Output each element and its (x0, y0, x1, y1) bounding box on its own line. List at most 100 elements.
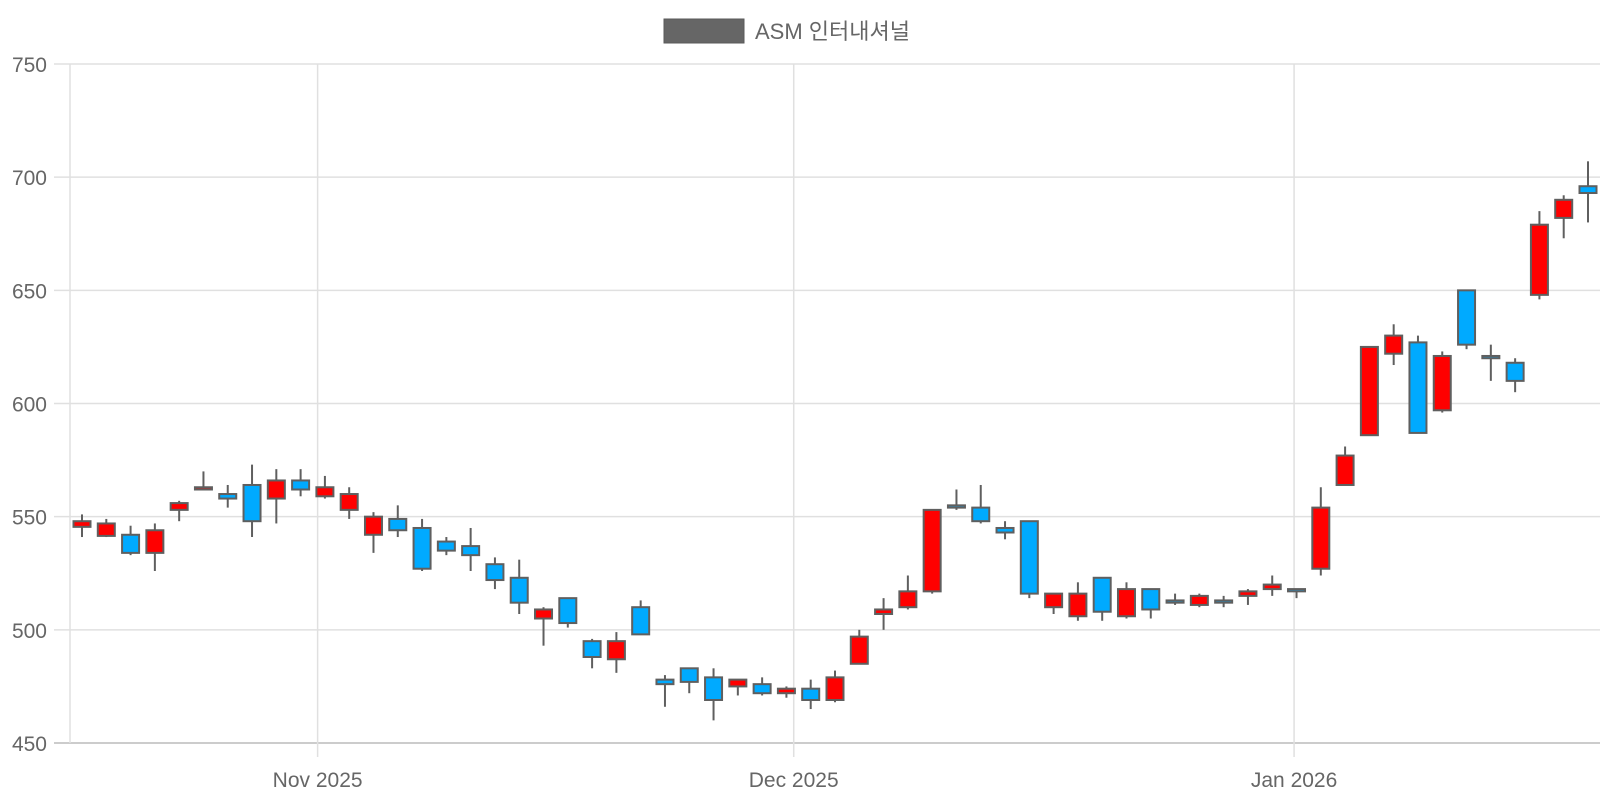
candle[interactable] (801, 679, 821, 710)
candle-body (193, 486, 213, 491)
candle[interactable] (363, 512, 383, 553)
candle-body (1408, 341, 1428, 434)
candle[interactable] (169, 500, 189, 522)
candle[interactable] (1214, 595, 1234, 608)
y-tick-label: 500 (12, 620, 47, 643)
candle[interactable] (776, 686, 796, 698)
candle[interactable] (1262, 575, 1282, 596)
candle[interactable] (461, 527, 481, 571)
candle[interactable] (631, 600, 651, 636)
candle[interactable] (339, 487, 359, 519)
candle[interactable] (412, 518, 432, 571)
candle-body (72, 520, 92, 528)
candle-body (849, 635, 869, 665)
candle[interactable] (558, 597, 578, 628)
candle[interactable] (1044, 592, 1064, 614)
candle-body (1068, 592, 1088, 618)
legend[interactable]: ASM 인터내셔널 (663, 18, 910, 44)
candle-body (1019, 520, 1039, 595)
candle[interactable] (1092, 576, 1112, 621)
candle[interactable] (1505, 358, 1525, 393)
candle[interactable] (388, 505, 408, 538)
candle-body (315, 486, 335, 498)
candle-body (1189, 594, 1209, 606)
candle[interactable] (655, 675, 675, 707)
legend-swatch[interactable] (663, 18, 745, 44)
candle-body (631, 606, 651, 636)
candle[interactable] (849, 629, 869, 665)
candle[interactable] (728, 678, 748, 696)
candle[interactable] (1287, 588, 1307, 599)
candle-body (121, 533, 141, 554)
candle-body (922, 508, 942, 593)
candle[interactable] (1189, 593, 1209, 608)
candle-body (266, 479, 286, 500)
candle-body (971, 506, 991, 523)
candle[interactable] (1432, 351, 1452, 413)
candle-body (1481, 354, 1501, 360)
candle[interactable] (315, 475, 335, 499)
candle[interactable] (1384, 324, 1404, 366)
candle[interactable] (436, 537, 456, 556)
candle[interactable] (1457, 289, 1477, 350)
candle-body (1457, 289, 1477, 346)
candle-body (801, 687, 821, 701)
y-tick-label: 750 (12, 54, 47, 77)
candle[interactable] (1578, 161, 1598, 223)
candle[interactable] (291, 469, 311, 497)
candle-body (582, 640, 602, 658)
candle-body (1287, 588, 1307, 593)
candle[interactable] (752, 677, 772, 696)
candle[interactable] (898, 575, 918, 610)
x-tick-label: Nov 2025 (273, 769, 363, 792)
candle[interactable] (1408, 335, 1428, 434)
candle[interactable] (1529, 211, 1549, 300)
legend-label[interactable]: ASM 인터내셔널 (755, 19, 910, 44)
candle-body (1554, 198, 1574, 219)
candle-body (679, 667, 699, 683)
candle[interactable] (1068, 582, 1088, 621)
candle[interactable] (1238, 589, 1258, 605)
candle[interactable] (1116, 582, 1136, 619)
candle[interactable] (96, 518, 116, 538)
candle-body (169, 502, 189, 511)
candle[interactable] (485, 557, 505, 590)
candle-body (509, 576, 529, 604)
candle-body (1384, 334, 1404, 355)
y-tick-label: 700 (12, 167, 47, 190)
candle[interactable] (606, 632, 626, 673)
candle[interactable] (704, 668, 724, 721)
candle[interactable] (218, 484, 238, 508)
candle[interactable] (874, 598, 894, 630)
candle[interactable] (1554, 195, 1574, 239)
candle[interactable] (1019, 520, 1039, 599)
candle[interactable] (922, 508, 942, 594)
candle[interactable] (121, 525, 141, 556)
candle[interactable] (1165, 593, 1185, 605)
candle[interactable] (193, 471, 213, 491)
candle[interactable] (825, 670, 845, 703)
candle[interactable] (679, 667, 699, 694)
candle[interactable] (1141, 588, 1161, 619)
candle[interactable] (266, 469, 286, 524)
candle[interactable] (509, 559, 529, 614)
candle-body (1165, 599, 1185, 604)
candle-body (946, 504, 966, 509)
candle[interactable] (145, 523, 165, 571)
candle[interactable] (1481, 344, 1501, 381)
candle[interactable] (534, 607, 554, 646)
candle[interactable] (582, 638, 602, 669)
y-tick-label: 650 (12, 280, 47, 303)
candle-body (1116, 588, 1136, 618)
candle[interactable] (242, 464, 262, 538)
candle-body (291, 479, 311, 491)
candle[interactable] (971, 484, 991, 524)
candle[interactable] (946, 489, 966, 510)
candle[interactable] (1335, 446, 1355, 486)
candle[interactable] (1359, 345, 1379, 437)
candle[interactable] (72, 514, 92, 538)
y-axis: 450 500 550 600 650 700 750 (12, 54, 47, 756)
candle[interactable] (995, 521, 1015, 540)
candle[interactable] (1311, 487, 1331, 576)
